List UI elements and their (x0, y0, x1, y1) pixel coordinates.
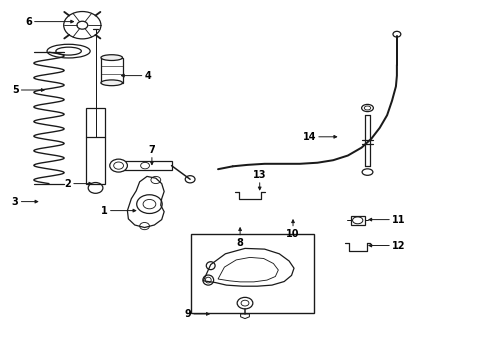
Ellipse shape (101, 80, 122, 86)
Bar (191, 234, 314, 313)
Circle shape (185, 176, 195, 183)
Text: 9: 9 (184, 309, 191, 319)
Ellipse shape (362, 104, 373, 112)
Text: 4: 4 (145, 71, 151, 81)
Text: 1: 1 (101, 206, 108, 216)
Ellipse shape (362, 169, 373, 175)
Text: 3: 3 (12, 197, 19, 207)
Text: 7: 7 (148, 145, 155, 155)
Text: 12: 12 (392, 240, 406, 251)
Text: 14: 14 (302, 132, 316, 142)
Ellipse shape (101, 55, 122, 60)
Text: 10: 10 (286, 229, 300, 239)
Text: 13: 13 (253, 170, 267, 180)
Text: 11: 11 (392, 215, 406, 225)
Circle shape (110, 159, 127, 172)
Text: 5: 5 (12, 85, 19, 95)
Text: 8: 8 (237, 238, 244, 248)
Circle shape (237, 297, 253, 309)
Text: 2: 2 (64, 179, 71, 189)
Text: 6: 6 (25, 17, 32, 27)
